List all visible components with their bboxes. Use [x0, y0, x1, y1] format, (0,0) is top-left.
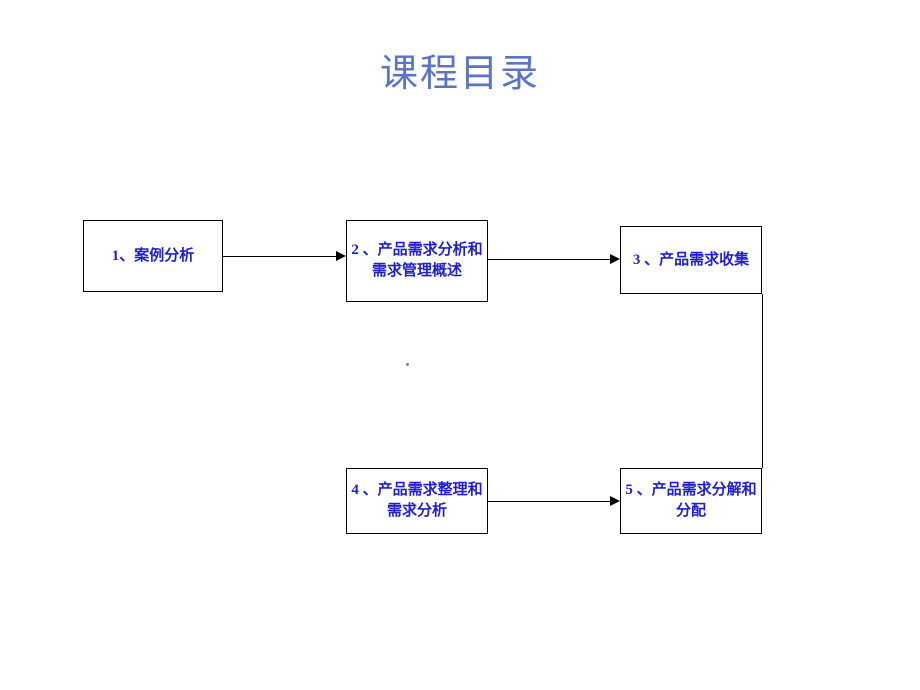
flow-node-1: 1、案例分析 — [83, 220, 223, 292]
flow-node-3-label: 3 、产品需求收集 — [633, 250, 749, 271]
arrow-head-icon — [610, 496, 620, 506]
flow-node-2-label: 2 、产品需求分析和需求管理概述 — [351, 240, 483, 282]
flow-edge — [223, 256, 338, 258]
flow-node-5-label: 5 、产品需求分解和分配 — [625, 480, 757, 522]
flow-node-1-label: 1、案例分析 — [112, 246, 195, 267]
flow-node-3: 3 、产品需求收集 — [620, 226, 762, 294]
flow-node-2: 2 、产品需求分析和需求管理概述 — [346, 220, 488, 302]
flow-edge — [488, 259, 612, 261]
flow-edge — [762, 294, 764, 468]
page-title: 课程目录 — [0, 42, 920, 97]
arrow-head-icon — [336, 251, 346, 261]
arrow-head-icon — [610, 254, 620, 264]
flow-node-4: 4 、产品需求整理和需求分析 — [346, 468, 488, 534]
decorative-dot — [406, 363, 409, 366]
flow-edge — [488, 501, 612, 503]
flow-node-4-label: 4 、产品需求整理和需求分析 — [351, 480, 483, 522]
flow-node-5: 5 、产品需求分解和分配 — [620, 468, 762, 534]
